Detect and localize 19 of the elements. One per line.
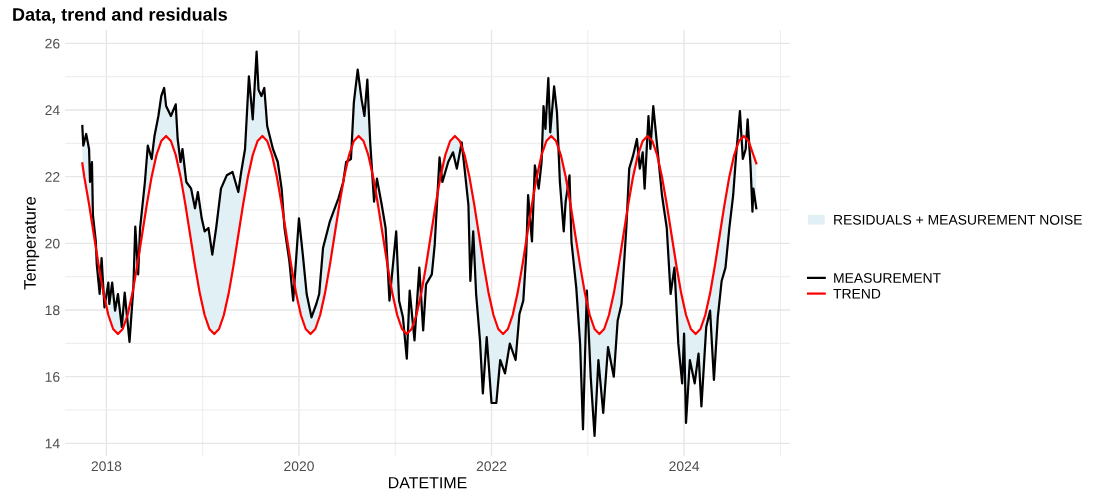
x-tick-label: 2020: [284, 461, 314, 472]
line-series: [81, 134, 758, 336]
x-axis-title: DATETIME: [389, 477, 467, 489]
x-tick-label: 2024: [669, 461, 700, 472]
legend-label: TREND: [833, 288, 881, 299]
y-tick-label: 16: [45, 372, 60, 382]
y-tick-label: 20: [45, 238, 60, 249]
legend-label: MEASUREMENT: [834, 273, 941, 283]
legend-label: RESIDUALS + MEASUREMENT NOISE: [834, 214, 1082, 225]
chart-title: Data, trend and residuals: [13, 7, 227, 24]
y-tick-label: 14: [45, 438, 60, 449]
x-tick-label: 2018: [91, 461, 122, 472]
y-tick-label: 26: [45, 38, 60, 49]
y-tick-label: 18: [45, 305, 60, 316]
x-tick-label: 2022: [476, 461, 507, 472]
y-tick-label: 22: [45, 172, 60, 182]
line-series: [81, 50, 758, 438]
y-axis-title: Temperature: [24, 196, 40, 290]
y-tick-label: 24: [45, 105, 60, 116]
